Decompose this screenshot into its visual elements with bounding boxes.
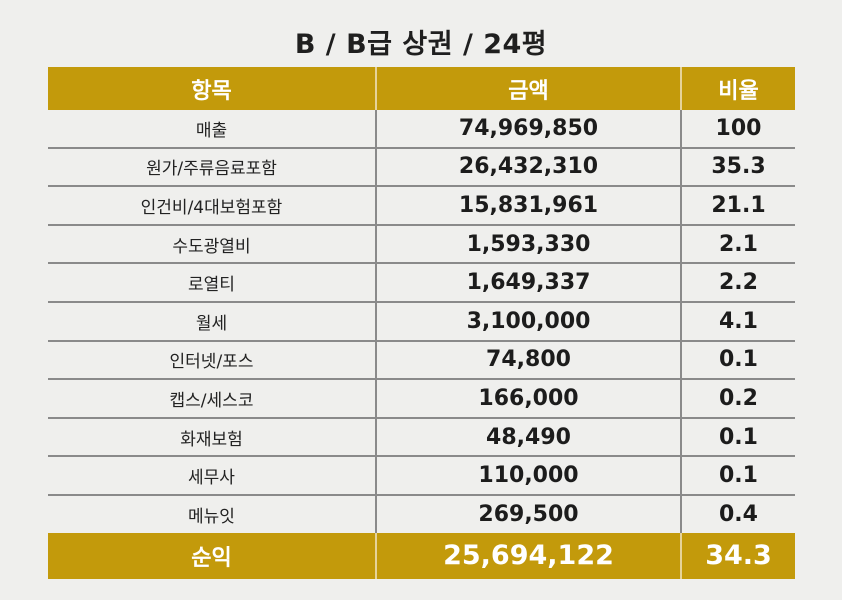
table-row: 월세 3,100,000 4.1	[48, 301, 795, 342]
row-ratio: 0.1	[680, 417, 795, 458]
row-item: 인터넷/포스	[48, 340, 376, 381]
header-amount: 금액	[375, 67, 681, 110]
total-ratio: 34.3	[680, 532, 795, 579]
table-row: 세무사 110,000 0.1	[48, 456, 795, 496]
row-item: 화재보험	[48, 417, 376, 458]
row-item: 세무사	[48, 456, 376, 496]
row-amount: 269,500	[375, 494, 681, 533]
row-item: 월세	[48, 301, 376, 342]
row-amount: 1,649,337	[375, 263, 681, 303]
page-title: B / B급 상권 / 24평	[294, 29, 548, 60]
pnl-table: 항목 금액 비율 매출 74,969,850 100 원가/주류음료포함 26,…	[48, 67, 795, 579]
row-ratio: 35.3	[680, 147, 795, 188]
row-ratio: 100	[680, 110, 795, 149]
total-item: 순익	[48, 532, 376, 579]
table-row: 매출 74,969,850 100	[48, 110, 795, 149]
row-amount: 74,800	[375, 340, 681, 381]
row-amount: 110,000	[375, 456, 681, 496]
row-item: 로열티	[48, 263, 376, 303]
table-row: 원가/주류음료포함 26,432,310 35.3	[48, 147, 795, 188]
table-row: 로열티 1,649,337 2.2	[48, 263, 795, 303]
row-item: 메뉴잇	[188, 506, 235, 527]
row-amount: 74,969,850	[375, 110, 681, 149]
table-row: 수도광열비 1,593,330 2.1	[48, 224, 795, 265]
row-item: 수도광열비	[48, 224, 376, 265]
total-amount: 25,694,122	[375, 532, 681, 579]
row-amount: 3,100,000	[375, 301, 681, 342]
row-ratio: 0.2	[680, 379, 795, 419]
table-row: 화재보험 48,490 0.1	[48, 417, 795, 458]
row-item: 인건비/4대보험포함	[48, 186, 376, 226]
row-item: 캡스/세스코	[48, 379, 376, 419]
row-ratio: 2.2	[680, 263, 795, 303]
row-amount: 48,490	[375, 417, 681, 458]
row-amount: 1,593,330	[375, 224, 681, 265]
table-header-row: 항목 금액 비율	[48, 67, 795, 110]
row-ratio: 0.4	[680, 494, 795, 533]
table-row: 메뉴잇 269,500 0.4	[48, 494, 795, 533]
row-ratio: 0.1	[680, 340, 795, 381]
header-item: 항목	[48, 67, 376, 110]
row-amount: 15,831,961	[375, 186, 681, 226]
table-row: 인터넷/포스 74,800 0.1	[48, 340, 795, 381]
row-amount: 26,432,310	[375, 147, 681, 188]
table-row: 캡스/세스코 166,000 0.2	[48, 379, 795, 419]
row-ratio: 4.1	[680, 301, 795, 342]
table-row: 인건비/4대보험포함 15,831,961 21.1	[48, 186, 795, 226]
row-item: 매출	[48, 110, 376, 149]
row-amount: 166,000	[375, 379, 681, 419]
table-total-row: 순익 25,694,122 34.3	[48, 532, 795, 579]
header-ratio: 비율	[680, 67, 795, 110]
row-item: 원가/주류음료포함	[48, 147, 376, 188]
row-ratio: 0.1	[680, 456, 795, 496]
row-ratio: 21.1	[680, 186, 795, 226]
row-ratio: 2.1	[680, 224, 795, 265]
